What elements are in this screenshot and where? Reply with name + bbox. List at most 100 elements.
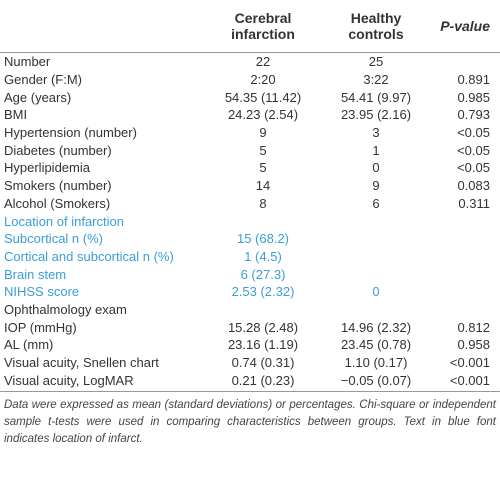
table-row: Number 22 25 [0, 53, 500, 71]
cell: <0.05 [457, 125, 490, 141]
table-row: Visual acuity, Snellen chart 0.74 (0.31) 1… [0, 354, 500, 372]
cell [322, 248, 430, 266]
cell: −0.05 (0.07) [322, 371, 430, 393]
cell [204, 212, 322, 230]
row-label: BMI [4, 107, 28, 123]
header-text: Healthy controls [348, 10, 404, 42]
table-row: Smokers (number) 14 9 0.083 [0, 177, 500, 195]
cell: 0.21 (0.23) [204, 371, 322, 393]
cell: 54.35 (11.42) [224, 89, 302, 105]
cell: 6 [372, 195, 380, 211]
table-row: Diabetes (number) 5 1 <0.05 [0, 141, 500, 159]
table-row: BMI 24.23 (2.54) 23.95 (2.16) 0.793 [0, 106, 500, 124]
cell: 2.53 (2.32) [231, 284, 295, 300]
table-header: Cerebral infarction Healthy controls P-val… [0, 0, 500, 53]
cell: 25 [368, 54, 384, 70]
cell: 14.96 (2.32) [340, 319, 412, 335]
cell: <0.05 [457, 142, 490, 158]
cell: <0.05 [457, 160, 490, 176]
cell: 1.10 (0.17) [344, 355, 408, 371]
cell: 0.958 [457, 337, 490, 353]
header-cell: P-value [430, 0, 500, 53]
row-label: Visual acuity, LogMAR [0, 371, 204, 393]
table-row: Gender (F:M) 2:20 3:22 0.891 [0, 71, 500, 89]
cell: 23.95 (2.16) [340, 107, 412, 123]
cell [430, 301, 500, 319]
cell: 3:22 [363, 72, 389, 88]
cell [430, 53, 500, 71]
cell: 15.28 (2.48) [227, 319, 299, 335]
footnote: Data were expressed as mean (standard de… [4, 399, 496, 446]
cell: 5 [259, 142, 267, 158]
cell: 1 (4.5) [244, 248, 282, 264]
row-label: Gender (F:M) [4, 72, 83, 88]
row-label: NIHSS score [4, 284, 80, 300]
cell [430, 265, 500, 283]
table-row: Ophthalmology exam [0, 301, 500, 319]
table-row: Alcohol (Smokers) 8 6 0.311 [0, 195, 500, 213]
row-label: Location of infarction [4, 213, 124, 229]
cell [430, 283, 500, 301]
cell: 0.891 [457, 72, 490, 88]
table-row: Age (years) 54.35 (11.42) 54.41 (9.97) 0.98… [0, 88, 500, 106]
cell: 1 [372, 142, 380, 158]
row-label: Number [4, 54, 51, 70]
cell: 9 [259, 125, 267, 141]
cell [322, 212, 430, 230]
row-label: Smokers (number) [4, 178, 112, 194]
data-table: Cerebral infarction Healthy controls P-val… [0, 0, 500, 393]
table-body: Number 22 25 Gender (F:M) 2:20 3:22 0.891 Age (… [0, 53, 500, 393]
header-text: P-value [440, 18, 490, 34]
header-cell: Cerebral infarction [204, 0, 322, 53]
table-row: Brain stem 6 (27.3) [0, 265, 500, 283]
header-cell: Healthy controls [322, 0, 430, 53]
cell [430, 248, 500, 266]
cell: 6 (27.3) [240, 266, 286, 282]
cell: 9 [372, 178, 380, 194]
cell: 2:20 [250, 72, 276, 88]
cell: 5 [259, 160, 267, 176]
row-label: Ophthalmology exam [4, 301, 127, 317]
cell: 8 [259, 195, 267, 211]
row-label: Hypertension (number) [4, 125, 137, 141]
cell: 0.083 [457, 178, 490, 194]
table-row: Visual acuity, LogMAR 0.21 (0.23) −0.05 (0… [0, 371, 500, 393]
row-label: Alcohol (Smokers) [4, 195, 111, 211]
cell: 24.23 (2.54) [227, 107, 299, 123]
row-label: AL (mm) [4, 337, 54, 353]
cell: 54.41 (9.97) [340, 89, 412, 105]
cell [322, 301, 430, 319]
row-label: Brain stem [4, 266, 67, 282]
row-label: Visual acuity, Snellen chart [4, 355, 159, 371]
table-row: NIHSS score 2.53 (2.32) 0 [0, 283, 500, 301]
header-row: Cerebral infarction Healthy controls P-val… [0, 0, 500, 53]
cell: 0.985 [457, 89, 490, 105]
cell [204, 301, 322, 319]
cell: 0.793 [457, 107, 490, 123]
cell: 23.45 (0.78) [340, 337, 412, 353]
cell: 14 [255, 178, 271, 194]
table-row: Cortical and subcortical n (%) 1 (4.5) [0, 248, 500, 266]
cell: 23.16 (1.19) [227, 337, 299, 353]
table-row: IOP (mmHg) 15.28 (2.48) 14.96 (2.32) 0.812 [0, 318, 500, 336]
cell [322, 230, 430, 248]
cell: <0.001 [430, 371, 500, 393]
row-label: Diabetes (number) [4, 142, 112, 158]
cell [430, 212, 500, 230]
cell [430, 230, 500, 248]
table-row: Location of infarction [0, 212, 500, 230]
cell: 0 [372, 160, 380, 176]
table-row: Hypertension (number) 9 3 <0.05 [0, 124, 500, 142]
cell: 0.311 [458, 195, 490, 211]
row-label: Cortical and subcortical n (%) [4, 248, 174, 264]
row-label: IOP (mmHg) [4, 319, 77, 335]
cell: 0.74 (0.31) [231, 355, 295, 371]
cell: <0.001 [449, 355, 490, 371]
table-row: AL (mm) 23.16 (1.19) 23.45 (0.78) 0.958 [0, 336, 500, 354]
cell: 0.812 [457, 319, 490, 335]
cell: 22 [255, 54, 271, 70]
header-text: Cerebral infarction [231, 10, 295, 42]
row-label: Hyperlipidemia [4, 160, 90, 176]
row-label: Age (years) [4, 89, 72, 105]
